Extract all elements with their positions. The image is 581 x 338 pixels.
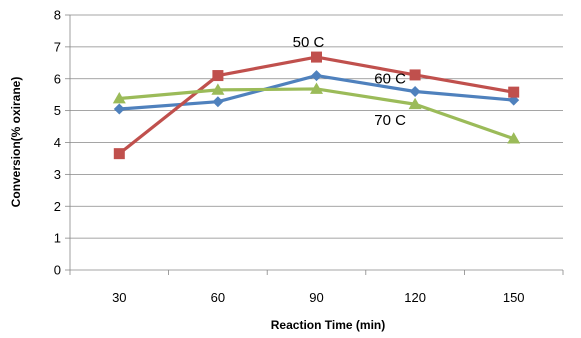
series-label: 60 C [374,71,406,88]
data-point-triangle [211,83,225,95]
y-tick-label: 3 [54,167,61,182]
y-tick-label: 4 [54,135,61,150]
data-point-square [212,70,224,82]
y-tick-label: 2 [54,199,61,214]
data-point-diamond [311,70,322,82]
x-tick-label: 120 [404,290,426,305]
y-tick-label: 0 [54,263,61,278]
data-point-triangle [112,92,126,104]
y-tick-label: 1 [54,231,61,246]
y-tick-label: 6 [54,71,61,86]
y-tick-label: 8 [54,8,61,23]
series-group [112,51,521,160]
y-tick-label: 7 [54,39,61,54]
x-tick-label: 90 [309,290,323,305]
data-point-square [508,86,520,98]
series-label: 50 C [293,34,325,51]
data-point-square [311,51,322,63]
x-tick-labels: 30 60 90 120 150 [112,290,524,305]
y-tick-labels: 0 1 2 3 4 5 6 7 8 [54,8,61,278]
x-tick-label: 60 [211,290,225,305]
annotations: 50 C 60 C 70 C [293,34,406,129]
data-point-triangle [310,82,323,94]
series-3 [112,82,521,144]
data-point-triangle [408,97,422,110]
x-axis-title: Reaction Time (min) [271,318,385,332]
data-point-square [409,69,421,81]
data-point-diamond [212,96,224,108]
y-axis-title: Conversion(% oxirane) [9,77,23,208]
data-point-triangle [507,132,521,144]
series-label: 70 C [374,112,406,129]
x-tick-label: 30 [112,290,126,305]
axes [65,14,564,275]
series-2 [113,51,520,160]
x-tick-label: 150 [503,290,525,305]
y-tick-label: 5 [54,103,61,118]
data-point-square [113,148,125,160]
data-point-diamond [409,86,421,97]
data-point-diamond [113,103,125,115]
